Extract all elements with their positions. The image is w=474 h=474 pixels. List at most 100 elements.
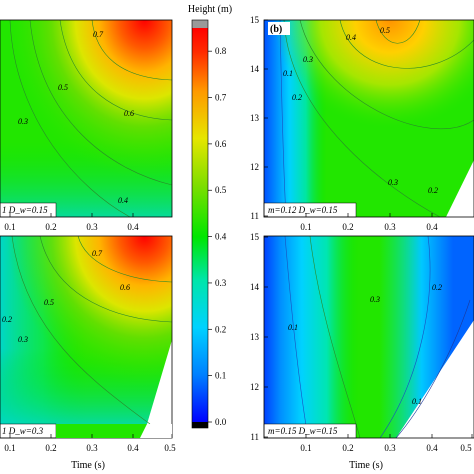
y-tick-label: 13 <box>250 113 260 123</box>
x-tick-label: 0.3 <box>86 443 98 453</box>
contour-line <box>39 235 173 323</box>
x-ticks <box>305 213 433 217</box>
x-tick-labels: 0.1 0.2 0.3 0.4 <box>4 222 139 232</box>
contour-line <box>379 235 431 439</box>
y-tick-label: 12 <box>250 162 259 172</box>
colorbar-tick-label: 0.7 <box>215 93 227 103</box>
contour-line <box>59 19 173 121</box>
panel-bottom-left: 0.7 0.6 0.5 0.2 0.3 1 D_w=0.3 0.1 0.2 0.… <box>0 235 176 471</box>
x-ticks <box>9 213 134 217</box>
plot-frame <box>263 19 474 218</box>
panel-annotation: m=0.12 D_w=0.15 <box>268 205 338 215</box>
contour-label: 0.5 <box>380 26 390 35</box>
contour-label: 0.2 <box>428 186 438 195</box>
contour-line <box>299 19 474 129</box>
x-axis-title: Time (s) <box>71 460 105 471</box>
colorbar-frame <box>191 19 209 429</box>
colorbar: Height (m) 0.0 0.1 0.2 0.3 0.4 0.5 0.6 0.7 0.8 <box>188 4 232 429</box>
contour-label: 0.7 <box>93 30 104 39</box>
x-tick-label: 0.2 <box>45 222 56 232</box>
contour-label: 0.6 <box>124 109 134 118</box>
plot-frame <box>0 19 173 218</box>
hot-region <box>0 236 172 424</box>
contour-line <box>284 235 309 439</box>
contour-label: 0.1 <box>283 69 293 78</box>
y-tick-label: 13 <box>250 332 260 342</box>
colorbar-tick-label: 0.8 <box>215 46 227 56</box>
y-tick-label: 11 <box>250 432 259 442</box>
panel-annotation: m=0.15 D_w=0.15 <box>268 426 338 436</box>
colorbar-tick-label: 0.5 <box>215 185 227 195</box>
x-tick-label: 0.3 <box>384 443 396 453</box>
colorbar-tick-label: 0.6 <box>215 139 227 149</box>
panel-annotation: 1 D_w=0.15 <box>2 205 48 215</box>
x-tick-label: 0.4 <box>426 222 438 232</box>
colorbar-top-cap <box>192 20 208 28</box>
contour-label: 0.5 <box>58 83 68 92</box>
contour-line <box>339 19 474 69</box>
panel-top-left: 0.7 0.6 0.5 0.3 0.4 1 D_w=0.15 0.1 0.2 0… <box>0 19 173 232</box>
contour-line <box>77 235 173 283</box>
contour-line <box>283 19 441 218</box>
panel-bottom-right: 0.3 0.2 0.1 0.1 m=0.15 D_w=0.15 15 14 13… <box>250 232 474 471</box>
contour-label: 0.3 <box>370 295 380 304</box>
y-tick-labels: 15 14 13 12 11 <box>250 232 260 442</box>
contour-label: 0.3 <box>18 117 28 126</box>
contour-line <box>11 235 151 425</box>
x-tick-label: 0.3 <box>86 222 98 232</box>
contour-label: 0.2 <box>432 283 442 292</box>
contour-label: 0.1 <box>412 397 422 406</box>
no-data-region <box>147 340 172 424</box>
y-ticks <box>264 236 268 438</box>
contour-label: 0.7 <box>92 249 103 258</box>
x-tick-label: 0.5 <box>164 443 176 453</box>
x-tick-label: 0.1 <box>4 443 15 453</box>
y-tick-label: 14 <box>250 282 260 292</box>
y-ticks <box>264 19 268 217</box>
contour-label: 0.2 <box>2 315 12 324</box>
contour-line <box>375 19 421 44</box>
x-tick-label: 0.4 <box>127 443 139 453</box>
x-tick-labels: 0.1 0.2 0.3 0.4 <box>300 222 438 232</box>
contour-label: 0.5 <box>44 298 54 307</box>
panel-top-right: 0.5 0.4 0.3 0.2 0.1 0.3 0.2 (b) m=0.12 D… <box>250 15 474 232</box>
y-tick-label: 15 <box>250 232 260 242</box>
contour-line <box>9 19 131 218</box>
x-tick-label: 0.4 <box>127 222 139 232</box>
colorbar-tick-label: 0.4 <box>215 232 227 242</box>
x-tick-label: 0.1 <box>4 222 15 232</box>
colorbar-tick-label: 0.1 <box>215 371 226 381</box>
x-tick-label: 0.5 <box>460 443 472 453</box>
x-ticks <box>305 434 473 438</box>
colorbar-tick-label: 0.3 <box>215 278 227 288</box>
no-data-region <box>396 320 474 438</box>
x-tick-label: 0.1 <box>300 443 311 453</box>
contour-label: 0.6 <box>120 283 130 292</box>
contour-line <box>279 19 287 218</box>
y-tick-label: 14 <box>250 64 260 74</box>
contour-label: 0.3 <box>388 178 398 187</box>
no-data-region <box>446 160 474 217</box>
colorbar-bottom-cap <box>192 422 208 428</box>
y-tick-labels: 15 14 13 12 11 <box>250 15 260 221</box>
x-tick-labels: 0.1 0.2 0.3 0.4 0.5 <box>300 443 472 453</box>
colorbar-tick-label: 0.2 <box>215 324 226 334</box>
colorbar-tick-label: 0.0 <box>215 417 227 427</box>
contour-label: 0.3 <box>303 55 313 64</box>
x-tick-label: 0.2 <box>342 443 353 453</box>
y-tick-label: 12 <box>250 382 259 392</box>
contour-label: 0.3 <box>18 335 28 344</box>
x-axis-title: Time (s) <box>349 460 383 471</box>
x-tick-label: 0.2 <box>45 443 56 453</box>
hot-region <box>264 20 474 217</box>
x-tick-label: 0.2 <box>342 222 353 232</box>
x-tick-label: 0.1 <box>300 222 311 232</box>
x-tick-label: 0.3 <box>384 222 396 232</box>
contour-label: 0.1 <box>288 323 298 332</box>
x-tick-labels: 0.1 0.2 0.3 0.4 0.5 <box>4 443 176 453</box>
y-tick-label: 15 <box>250 15 260 25</box>
contour-line <box>309 235 361 439</box>
colorbar-title: Height (m) <box>188 4 232 15</box>
colorbar-ticks: 0.0 0.1 0.2 0.3 0.4 0.5 0.6 0.7 0.8 <box>208 46 227 427</box>
contour-label: 0.2 <box>292 93 302 102</box>
